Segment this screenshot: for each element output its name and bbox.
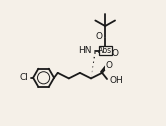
Text: O: O <box>96 32 103 41</box>
FancyBboxPatch shape <box>99 46 112 55</box>
Text: O: O <box>105 61 112 70</box>
Text: HN: HN <box>78 46 92 55</box>
Text: OH: OH <box>109 76 123 85</box>
Text: Abs: Abs <box>98 46 112 55</box>
Text: Cl: Cl <box>19 73 28 82</box>
Text: O: O <box>111 49 118 58</box>
